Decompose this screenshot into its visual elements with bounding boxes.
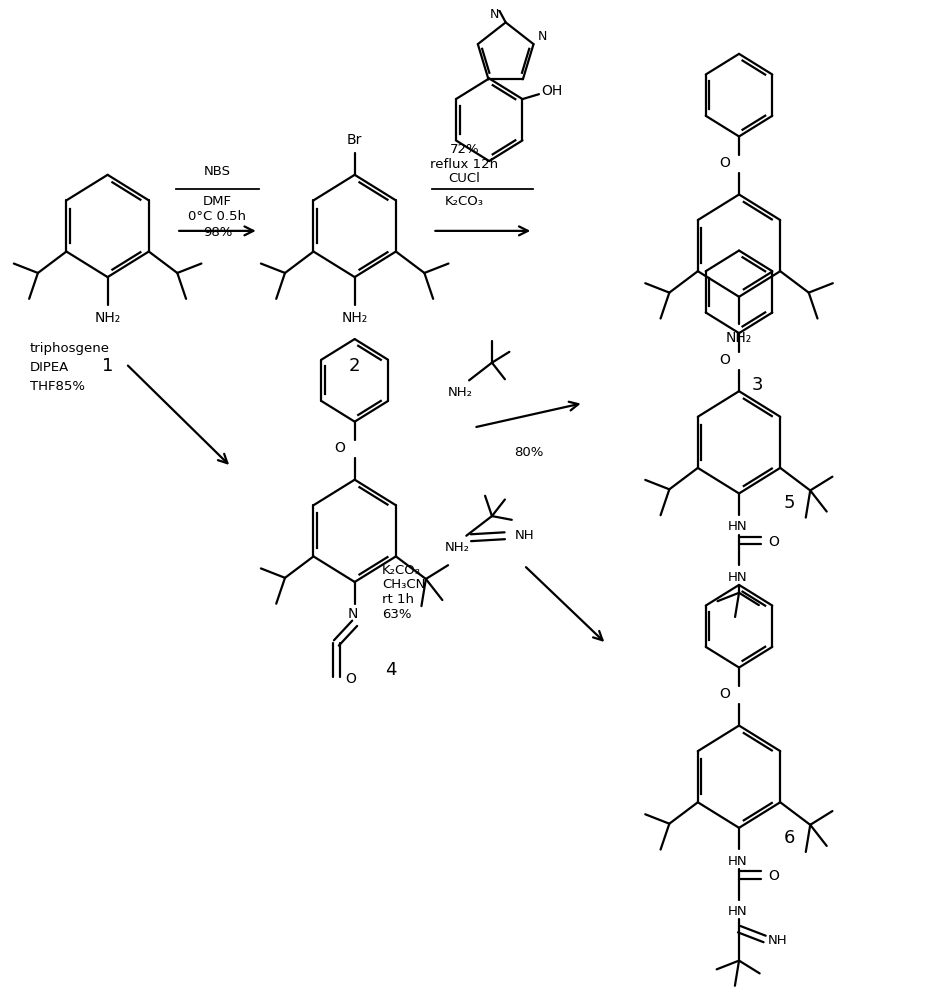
- Text: reflux 12h: reflux 12h: [430, 158, 498, 171]
- Text: HN: HN: [727, 905, 746, 918]
- Text: O: O: [767, 869, 779, 883]
- Text: N: N: [347, 607, 357, 621]
- Text: HN: HN: [727, 520, 746, 533]
- Text: NH₂: NH₂: [445, 541, 470, 554]
- Text: NH₂: NH₂: [95, 311, 121, 325]
- Text: OH: OH: [541, 84, 561, 98]
- Text: 0°C 0.5h: 0°C 0.5h: [188, 210, 246, 223]
- Text: 72%: 72%: [449, 143, 479, 156]
- Text: NH: NH: [767, 934, 786, 947]
- Text: 2: 2: [349, 357, 360, 375]
- Text: 3: 3: [751, 376, 762, 394]
- Text: Br: Br: [347, 133, 362, 147]
- Text: CUCl: CUCl: [448, 172, 480, 185]
- Text: DMF: DMF: [202, 195, 232, 208]
- Text: NH₂: NH₂: [725, 331, 752, 345]
- Text: CH₃CN: CH₃CN: [381, 578, 425, 591]
- Text: O: O: [767, 535, 779, 549]
- Text: triphosgene: triphosgene: [30, 342, 110, 355]
- Text: 6: 6: [783, 829, 794, 847]
- Text: NBS: NBS: [204, 165, 231, 178]
- Text: 80%: 80%: [513, 446, 543, 459]
- Text: K₂CO₃: K₂CO₃: [381, 564, 420, 577]
- Text: HN: HN: [727, 855, 746, 868]
- Text: rt 1h: rt 1h: [381, 593, 414, 606]
- Text: HN: HN: [727, 571, 746, 584]
- Text: N: N: [537, 30, 547, 43]
- Text: O: O: [718, 687, 729, 701]
- Text: O: O: [718, 156, 729, 170]
- Text: THF85%: THF85%: [30, 380, 84, 393]
- Text: NH₂: NH₂: [342, 311, 367, 325]
- Text: 5: 5: [783, 494, 794, 512]
- Text: N: N: [489, 8, 499, 21]
- Text: 98%: 98%: [202, 226, 232, 239]
- Text: NH₂: NH₂: [447, 386, 472, 399]
- Text: NH: NH: [514, 529, 535, 542]
- Text: 4: 4: [385, 661, 396, 679]
- Text: K₂CO₃: K₂CO₃: [445, 195, 483, 208]
- Text: 1: 1: [102, 357, 113, 375]
- Text: O: O: [718, 353, 729, 367]
- Text: O: O: [334, 441, 345, 455]
- Text: O: O: [345, 672, 356, 686]
- Text: 63%: 63%: [381, 608, 411, 621]
- Text: DIPEA: DIPEA: [30, 361, 69, 374]
